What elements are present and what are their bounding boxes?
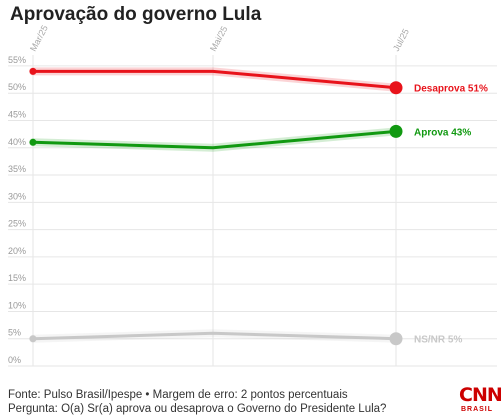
- logo-sub-text: BRASIL: [460, 406, 494, 413]
- data-point-end: [389, 124, 403, 138]
- y-tick-label: 5%: [8, 328, 21, 338]
- series-line: [31, 129, 398, 150]
- series-line-glow: [29, 67, 400, 92]
- data-point-end: [389, 332, 403, 346]
- y-tick-label: 55%: [8, 55, 26, 65]
- y-tick-label: 45%: [8, 109, 26, 119]
- data-point: [29, 67, 37, 75]
- series-line: [31, 69, 398, 90]
- y-tick-label: 0%: [8, 355, 21, 365]
- y-tick-label: 50%: [8, 82, 26, 92]
- y-axis-tick-labels: 0% 5% 10% 15% 20% 25% 30% 35% 40% 45% 50% 55%: [8, 55, 26, 365]
- series-end-label: NS/NR 5%: [414, 335, 462, 346]
- y-tick-label: 20%: [8, 246, 26, 256]
- x-tick-label: Jul/25: [391, 27, 411, 53]
- series-end-label: Desaprova 51%: [414, 84, 488, 95]
- y-tick-label: 15%: [8, 273, 26, 283]
- series-lines: [29, 67, 400, 343]
- y-tick-label: 10%: [8, 300, 26, 310]
- data-point: [29, 138, 37, 146]
- chart-footer: Fonte: Pulso Brasil/Ipespe • Margem de e…: [8, 388, 386, 416]
- series-points: [29, 67, 403, 346]
- series-end-label: Aprova 43%: [414, 127, 471, 138]
- y-tick-label: 35%: [8, 164, 26, 174]
- series-end-labels: Desaprova 51% Aprova 43% NS/NR 5%: [414, 84, 488, 346]
- series-line: [31, 331, 398, 341]
- data-point-end: [389, 81, 403, 95]
- question-note: Pergunta: O(a) Sr(a) aprova ou desaprova…: [8, 403, 387, 415]
- data-point: [29, 335, 37, 343]
- source-note: Fonte: Pulso Brasil/Ipespe • Margem de e…: [8, 389, 348, 401]
- cnn-brasil-logo: CNN BRASIL: [459, 384, 501, 416]
- x-tick-label: Mar/25: [28, 24, 50, 53]
- y-tick-label: 40%: [8, 137, 26, 147]
- x-axis-tick-labels: Mar/25 Mai/25 Jul/25: [28, 24, 411, 53]
- logo-main-text: CNN: [459, 384, 501, 406]
- y-tick-label: 30%: [8, 191, 26, 201]
- y-tick-label: 25%: [8, 219, 26, 229]
- grid-lines: [8, 55, 497, 367]
- x-tick-label: Mai/25: [208, 24, 230, 53]
- chart-title: Aprovação do governo Lula: [10, 4, 262, 25]
